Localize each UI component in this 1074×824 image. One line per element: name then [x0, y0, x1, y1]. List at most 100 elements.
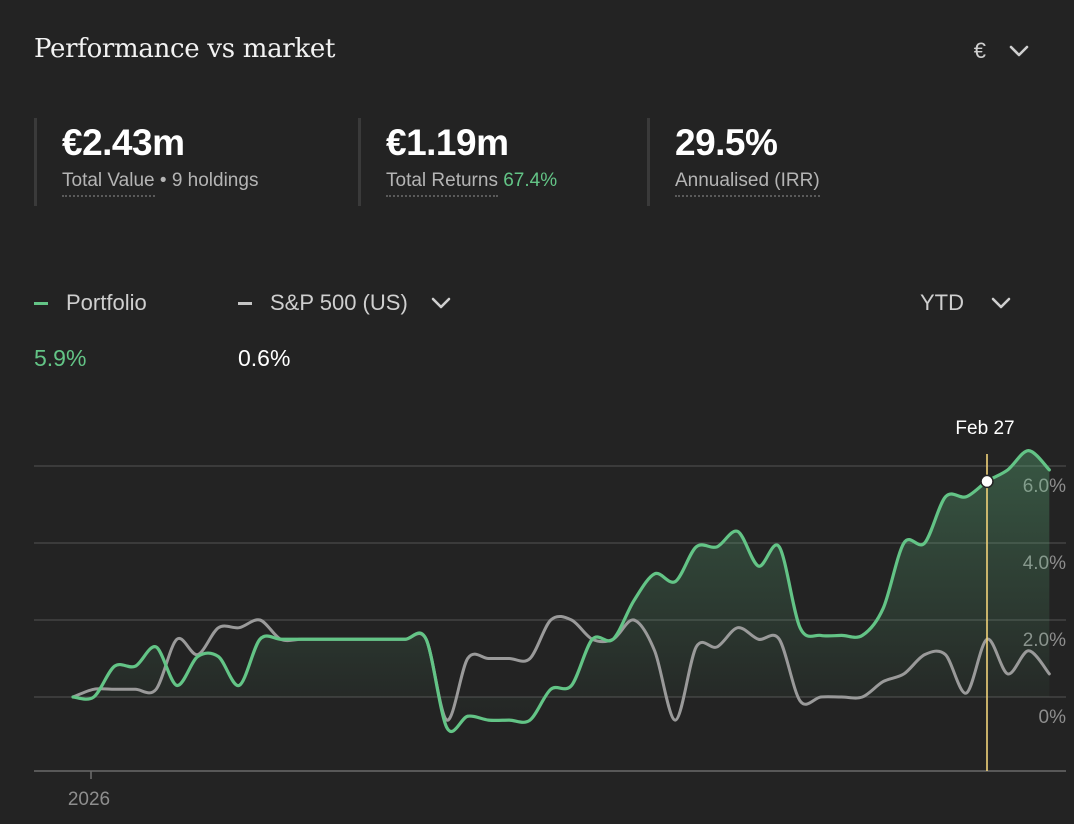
portfolio-point: [881, 606, 885, 610]
stat-annualised[interactable]: 29.5% Annualised (IRR): [647, 118, 820, 206]
portfolio-point: [445, 726, 449, 730]
benchmark-line: [71, 614, 1051, 722]
portfolio-point: [154, 645, 158, 649]
stat-label: Total Returns: [386, 170, 498, 197]
page-title: Performance vs market: [34, 34, 336, 64]
benchmark-point: [881, 680, 885, 684]
benchmark-swatch: [238, 301, 252, 305]
portfolio-point: [175, 683, 179, 687]
benchmark-point: [819, 695, 823, 699]
stat-total-returns[interactable]: €1.19m Total Returns 67.4%: [358, 118, 557, 206]
portfolio-point: [216, 655, 220, 659]
portfolio-point: [736, 529, 740, 533]
benchmark-point: [902, 672, 906, 676]
benchmark-point: [341, 637, 345, 641]
chevron-down-icon: [1009, 45, 1029, 57]
stat-total-value[interactable]: €2.43m Total Value • 9 holdings: [34, 118, 258, 206]
benchmark-point: [216, 626, 220, 630]
benchmark-point: [466, 657, 470, 661]
portfolio-point: [632, 599, 636, 603]
portfolio-point: [694, 545, 698, 549]
benchmark-point: [528, 657, 532, 661]
benchmark-point: [964, 691, 968, 695]
portfolio-point: [570, 683, 574, 687]
benchmark-point: [154, 687, 158, 691]
benchmark-point: [300, 637, 304, 641]
benchmark-point: [383, 637, 387, 641]
benchmark-point: [632, 618, 636, 622]
benchmark-point: [196, 653, 200, 657]
portfolio-point: [902, 541, 906, 545]
currency-selector[interactable]: €: [974, 38, 1030, 64]
benchmark-point: [445, 718, 449, 722]
benchmark-return: 0.6%: [238, 345, 291, 371]
benchmark-point: [133, 687, 137, 691]
portfolio-point: [1006, 468, 1010, 472]
period-selector[interactable]: YTD: [920, 290, 1012, 316]
benchmark-point: [943, 653, 947, 657]
benchmark-point: [113, 687, 117, 691]
benchmark-point: [507, 657, 511, 661]
benchmark-point: [175, 637, 179, 641]
benchmark-point: [570, 618, 574, 622]
benchmark-point: [777, 637, 781, 641]
benchmark-selector[interactable]: S&P 500 (US): [238, 290, 452, 316]
portfolio-point: [819, 633, 823, 637]
portfolio-point: [673, 580, 677, 584]
benchmark-point: [1047, 672, 1051, 676]
portfolio-point: [258, 637, 262, 641]
benchmark-point: [798, 699, 802, 703]
benchmark-point: [590, 637, 594, 641]
portfolio-point: [840, 633, 844, 637]
benchmark-point: [362, 637, 366, 641]
portfolio-point: [964, 495, 968, 499]
y-tick-label: 0%: [1039, 707, 1067, 728]
legend-portfolio-label: Portfolio: [66, 290, 147, 315]
benchmark-point: [673, 718, 677, 722]
chevron-down-icon: [991, 297, 1011, 309]
portfolio-point: [92, 695, 96, 699]
benchmark-point: [715, 645, 719, 649]
benchmark-point: [486, 657, 490, 661]
stat-value: €1.19m: [386, 122, 509, 163]
portfolio-point: [507, 718, 511, 722]
portfolio-swatch: [34, 301, 48, 305]
benchmark-point: [71, 695, 75, 699]
benchmark-point: [840, 695, 844, 699]
benchmark-point: [320, 637, 324, 641]
stat-label: Total Value: [62, 170, 155, 197]
benchmark-point: [653, 649, 657, 653]
legend-benchmark-label: S&P 500 (US): [270, 290, 408, 315]
benchmark-point: [424, 637, 428, 641]
holdings-count: • 9 holdings: [159, 170, 259, 191]
portfolio-area: [73, 450, 1050, 732]
currency-symbol: €: [973, 38, 986, 63]
portfolio-point: [943, 495, 947, 499]
benchmark-point: [1027, 649, 1031, 653]
benchmark-point: [860, 695, 864, 699]
benchmark-point: [92, 687, 96, 691]
benchmark-point: [549, 618, 553, 622]
portfolio-point: [798, 626, 802, 630]
benchmark-point: [757, 637, 761, 641]
portfolio-point: [528, 718, 532, 722]
portfolio-return: 5.9%: [34, 345, 87, 371]
returns-percent: 67.4%: [503, 170, 558, 191]
portfolio-point: [1027, 449, 1031, 453]
legend-portfolio: Portfolio: [34, 290, 147, 316]
benchmark-point: [1006, 672, 1010, 676]
benchmark-point: [258, 618, 262, 622]
portfolio-point: [777, 545, 781, 549]
stat-value: 29.5%: [675, 122, 778, 163]
portfolio-point: [113, 664, 117, 668]
portfolio-point: [860, 633, 864, 637]
benchmark-point: [279, 637, 283, 641]
portfolio-point: [757, 564, 761, 568]
hover-date-label: Feb 27: [955, 418, 1014, 439]
benchmark-point: [736, 626, 740, 630]
stat-value: €2.43m: [62, 122, 185, 163]
benchmark-point: [237, 626, 241, 630]
hover-point: [980, 474, 994, 489]
portfolio-point: [133, 664, 137, 668]
